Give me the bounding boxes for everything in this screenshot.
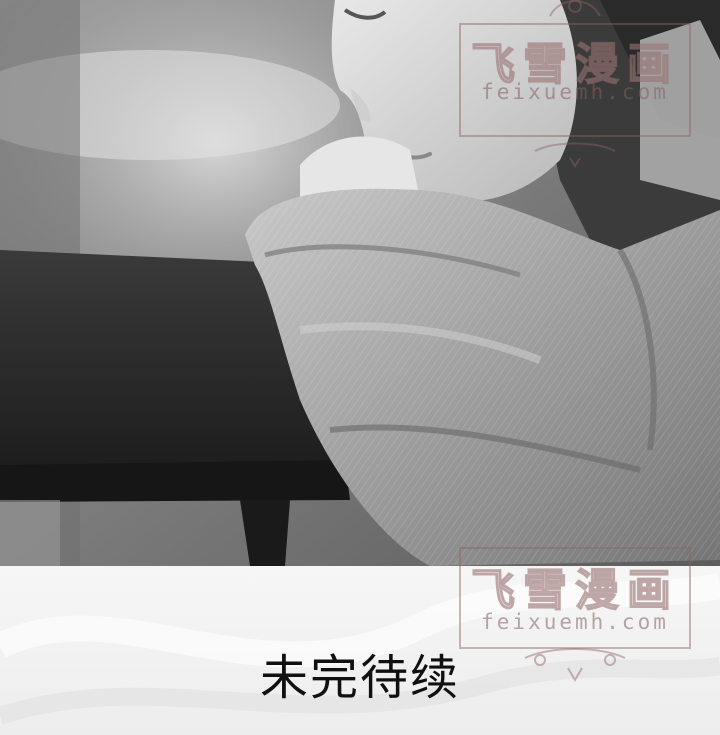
to-be-continued-text: 未完待续 xyxy=(259,650,460,706)
background-swirl-icon xyxy=(0,573,720,725)
photo-illustration xyxy=(0,0,720,566)
comic-panel-photo: 飞雪漫画 feixuemh.com xyxy=(0,0,720,566)
footer-panel: 未完待续 xyxy=(0,566,720,735)
